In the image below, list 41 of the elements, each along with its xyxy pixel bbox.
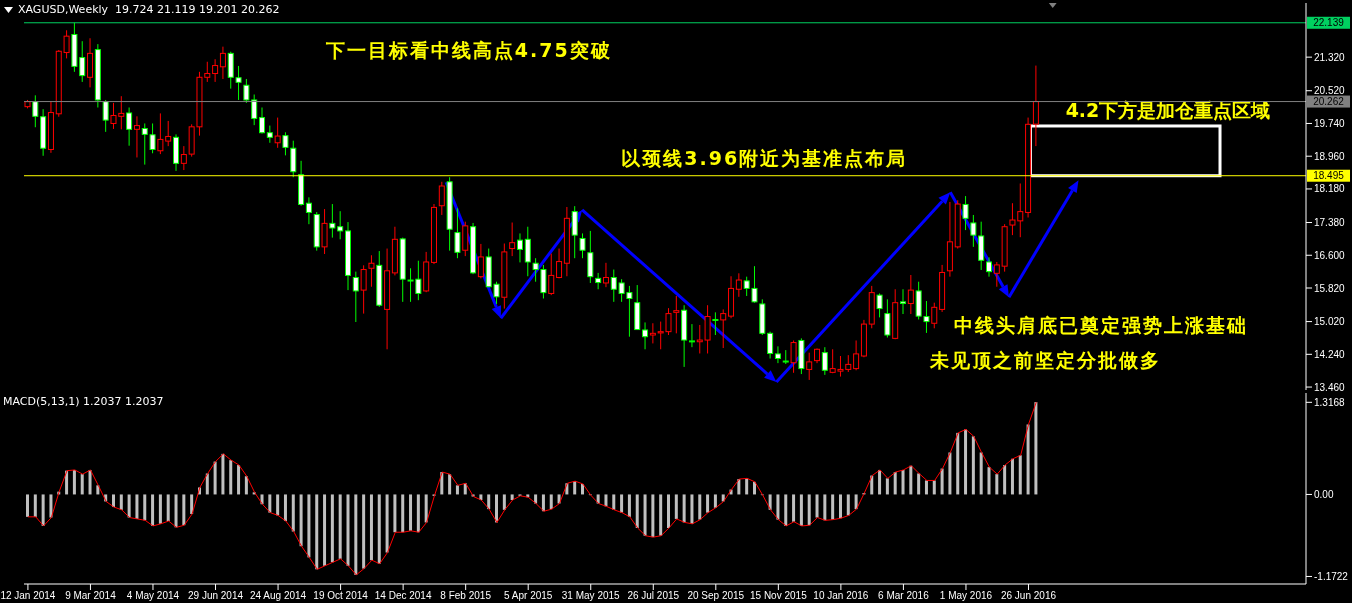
y-tick-label: 20.520 (1314, 85, 1346, 97)
annotation: 下一目标看中线高点4.75突破 (324, 39, 612, 62)
y-tick-label: 15.020 (1314, 316, 1346, 328)
y-tick-label: 0.00 (1314, 489, 1334, 500)
x-tick-label: 31 May 2015 (561, 590, 621, 602)
chart-title: MACD(5,13,1) 1.2037 1.2037 (3, 395, 164, 408)
y-tick-label: 19.740 (1314, 118, 1346, 130)
x-tick-label: 8 Feb 2015 (440, 590, 492, 602)
y-tick-label: 15.820 (1314, 282, 1346, 294)
ref-line-label: 22.139 (1313, 17, 1345, 29)
x-tick-label: 26 Jun 2016 (1000, 590, 1057, 602)
x-tick-label: 1 May 2016 (939, 590, 993, 602)
x-tick-label: 24 Aug 2014 (249, 590, 307, 602)
ref-line-label: 18.495 (1313, 170, 1345, 182)
x-tick-label: 6 Mar 2016 (878, 590, 930, 602)
x-tick-label: 19 Oct 2014 (313, 590, 369, 602)
x-tick-label: 20 Sep 2015 (687, 590, 745, 602)
annotation: 4.2下方是加仓重点区域 (1065, 99, 1271, 122)
y-tick-label: 14.240 (1314, 348, 1346, 360)
y-tick-label: 13.460 (1314, 381, 1346, 393)
x-tick-label: 12 Jan 2014 (0, 590, 56, 602)
y-tick-label: 16.600 (1314, 249, 1346, 261)
annotation: 中线头肩底已奠定强势上涨基础 (954, 313, 1249, 336)
y-tick-label: 18.960 (1314, 150, 1346, 162)
annotation: 未见顶之前坚定分批做多 (929, 349, 1161, 372)
x-tick-label: 4 May 2014 (126, 590, 180, 602)
x-tick-label: 9 Mar 2014 (65, 590, 117, 602)
y-tick-label: 1.3168 (1314, 396, 1346, 408)
x-tick-label: 10 Jan 2016 (813, 590, 869, 602)
x-tick-label: 14 Dec 2014 (374, 590, 432, 602)
ref-line-label: 20.262 (1313, 96, 1345, 108)
y-tick-label: 17.380 (1314, 217, 1346, 229)
y-tick-label: 18.180 (1314, 183, 1346, 195)
x-tick-label: 15 Nov 2015 (749, 590, 808, 602)
x-tick-label: 29 Jun 2014 (187, 590, 244, 602)
x-tick-label: 5 Apr 2015 (504, 590, 553, 602)
y-tick-label: 21.320 (1314, 51, 1346, 63)
chart-title: XAGUSD,Weekly 19.724 21.119 19.201 20.262 (18, 3, 280, 16)
annotation: 以颈线3.96附近为基准点布局 (621, 147, 908, 170)
y-tick-label: -1.1722 (1314, 571, 1349, 583)
x-tick-label: 26 Jul 2015 (627, 590, 680, 602)
